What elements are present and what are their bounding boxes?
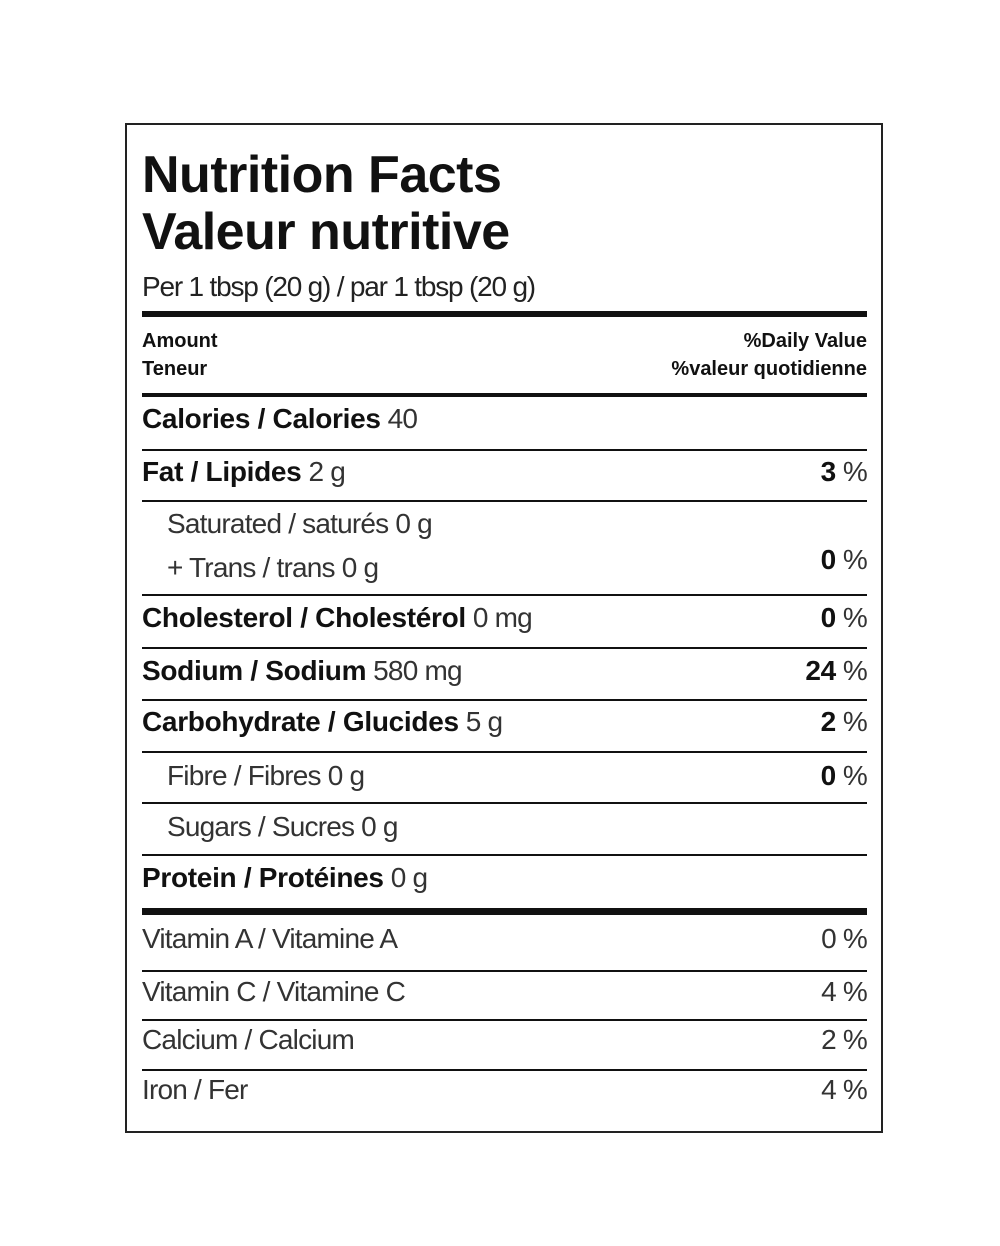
- nutrient-amount: 40: [387, 403, 418, 434]
- title-fr: Valeur nutritive: [142, 203, 510, 261]
- vitamin-dv: 2 %: [821, 1024, 868, 1055]
- column-header: Amount Teneur %Daily Value %valeur quoti…: [142, 327, 867, 383]
- divider: [142, 647, 867, 649]
- divider-thick: [142, 311, 867, 317]
- nutrient-label: Sodium / Sodium: [142, 655, 367, 686]
- nutrient-label: Carbohydrate / Glucides: [142, 706, 459, 737]
- daily-value-label: %Daily Value: [743, 330, 867, 352]
- nutrient-label: Fibre / Fibres 0 g: [167, 760, 365, 791]
- amount-label: Amount: [142, 330, 218, 352]
- vitamin-dv: 4 %: [821, 976, 868, 1007]
- nutrient-amount: 5 g: [465, 706, 503, 737]
- nutrient-label: Cholesterol / Cholestérol: [142, 602, 466, 633]
- divider: [142, 751, 867, 753]
- nutrient-amount: 2 g: [308, 456, 345, 487]
- divider: [142, 594, 867, 596]
- divider: [142, 970, 867, 972]
- valeur-quotidienne-label: %valeur quotidienne: [671, 358, 867, 380]
- nutrient-label: Calories / Calories: [142, 403, 381, 434]
- nutrient-label: Protein / Protéines: [142, 862, 384, 893]
- percent-sign: %: [842, 544, 868, 575]
- vitamin-dv: 4 %: [821, 1074, 868, 1105]
- nutrient-label: Saturated / saturés 0 g: [167, 508, 433, 539]
- nutrient-amount: 0 g: [390, 862, 428, 893]
- nutrient-dv: 24: [805, 655, 836, 686]
- vitamin-label: Calcium / Calcium: [142, 1024, 355, 1055]
- nutrient-amount: 0 mg: [472, 602, 533, 633]
- divider: [142, 854, 867, 856]
- divider: [142, 699, 867, 701]
- vitamin-label: Vitamin C / Vitamine C: [142, 976, 406, 1007]
- divider-thick: [142, 908, 867, 915]
- divider: [142, 449, 867, 451]
- nutrient-amount: 580 mg: [373, 655, 462, 686]
- divider: [142, 1069, 867, 1071]
- divider-medium: [142, 393, 867, 397]
- nutrient-label: + Trans / trans 0 g: [167, 552, 379, 583]
- title-en: Nutrition Facts: [142, 146, 502, 204]
- divider: [142, 1019, 867, 1021]
- percent-sign: %: [842, 602, 868, 633]
- nutrient-dv: 0: [820, 760, 837, 791]
- nutrient-dv: 0: [820, 602, 837, 633]
- vitamin-label: Vitamin A / Vitamine A: [142, 923, 398, 954]
- vitamin-label: Iron / Fer: [142, 1074, 248, 1105]
- nutrient-dv: 0: [820, 544, 837, 575]
- percent-sign: %: [842, 706, 868, 737]
- nutrient-dv: 3: [820, 456, 837, 487]
- nutrient-label: Fat / Lipides: [142, 456, 302, 487]
- percent-sign: %: [842, 456, 868, 487]
- title: Nutrition Facts Valeur nutritive: [142, 147, 510, 261]
- nutrient-dv: 2: [820, 706, 837, 737]
- serving-size: Per 1 tbsp (20 g) / par 1 tbsp (20 g): [142, 271, 536, 302]
- percent-sign: %: [842, 655, 868, 686]
- teneur-label: Teneur: [142, 358, 208, 380]
- divider: [142, 500, 867, 502]
- nutrition-facts-label: Nutrition Facts Valeur nutritive Per 1 t…: [125, 123, 883, 1133]
- percent-sign: %: [842, 760, 868, 791]
- vitamin-dv: 0 %: [821, 923, 868, 954]
- nutrient-label: Sugars / Sucres 0 g: [167, 811, 399, 842]
- divider: [142, 802, 867, 804]
